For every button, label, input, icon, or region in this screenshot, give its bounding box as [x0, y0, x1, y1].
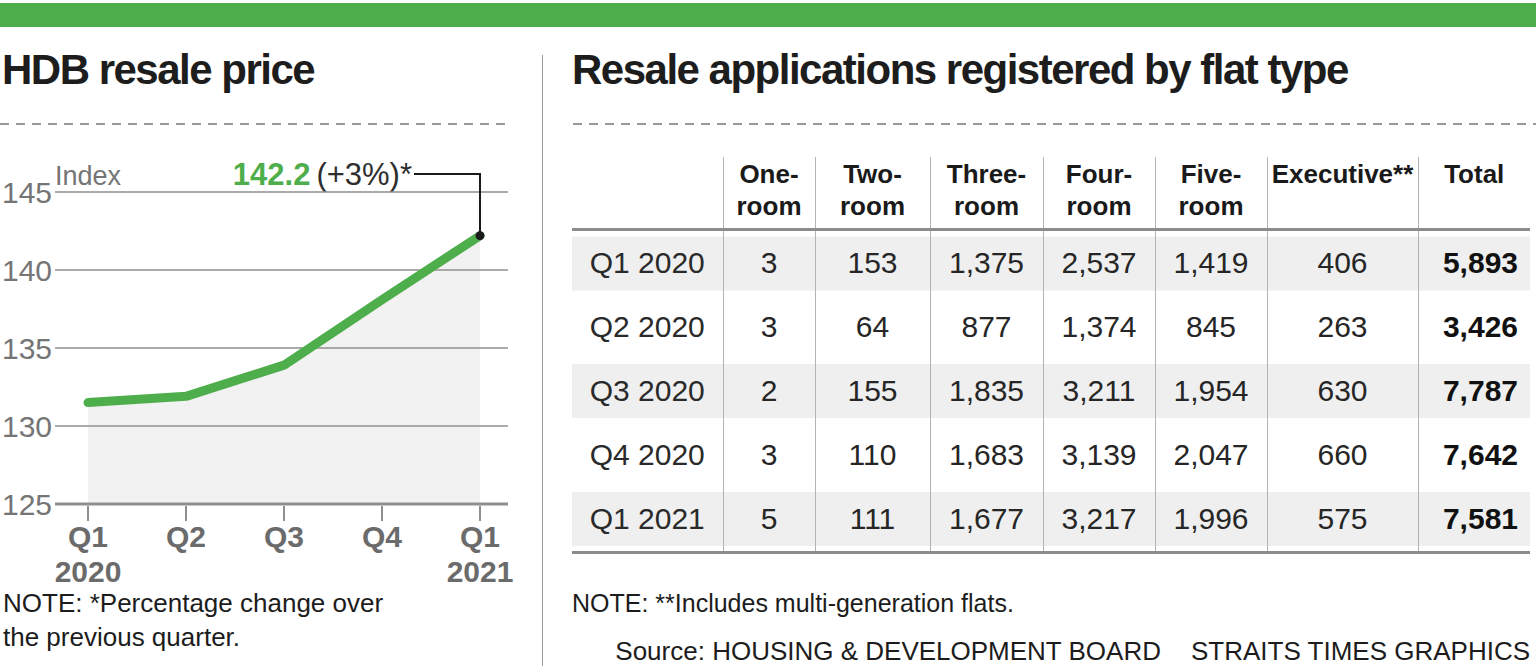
top-accent-bar	[0, 3, 1536, 27]
resale-price-line-chart: 145140135130125Q12020Q2Q3Q4Q12021	[0, 155, 540, 595]
annotation-dot	[476, 231, 485, 240]
cell-two-room: 64	[815, 295, 930, 359]
annotation-connector	[414, 174, 480, 236]
x-tick-label: Q4	[362, 520, 402, 553]
right-panel-note: NOTE: **Includes multi-generation flats.	[572, 589, 1014, 618]
cell-executive: 660	[1267, 423, 1418, 487]
right-panel-title: Resale applications registered by flat t…	[572, 46, 1348, 94]
cell-four-room: 1,374	[1043, 295, 1155, 359]
x-tick-label: 2020	[55, 555, 122, 588]
cell-one-room: 3	[723, 423, 815, 487]
y-tick-label: 130	[2, 410, 52, 443]
cell-total: 3,426	[1418, 295, 1530, 359]
col-header-executive: Executive**	[1267, 157, 1418, 230]
cell-one-room: 2	[723, 359, 815, 423]
cell-five-room: 1,954	[1155, 359, 1267, 423]
cell-three-room: 877	[930, 295, 1043, 359]
row-label: Q1 2020	[572, 230, 723, 296]
cell-four-room: 3,211	[1043, 359, 1155, 423]
dashed-rule-right	[573, 123, 1536, 125]
cell-four-room: 3,139	[1043, 423, 1155, 487]
cell-two-room: 155	[815, 359, 930, 423]
cell-three-room: 1,683	[930, 423, 1043, 487]
col-header-five-room: Five- room	[1155, 157, 1267, 230]
table-row: Q4 2020 3 110 1,683 3,139 2,047 660 7,64…	[572, 423, 1530, 487]
cell-one-room: 3	[723, 230, 815, 296]
col-header-total: Total	[1418, 157, 1530, 230]
cell-five-room: 1,996	[1155, 487, 1267, 553]
table-row: Q1 2020 3 153 1,375 2,537 1,419 406 5,89…	[572, 230, 1530, 296]
row-label: Q2 2020	[572, 295, 723, 359]
cell-executive: 575	[1267, 487, 1418, 553]
source-label: Source: HOUSING & DEVELOPMENT BOARD	[615, 636, 1161, 666]
resale-applications-table: One- room Two- room Three- room Four- ro…	[572, 157, 1530, 554]
x-tick-label: Q3	[264, 520, 304, 553]
cell-five-room: 845	[1155, 295, 1267, 359]
row-label: Q4 2020	[572, 423, 723, 487]
source-credit-row: Source: HOUSING & DEVELOPMENT BOARD STRA…	[615, 636, 1530, 666]
cell-executive: 630	[1267, 359, 1418, 423]
cell-five-room: 2,047	[1155, 423, 1267, 487]
x-tick-label: Q2	[166, 520, 206, 553]
table-row: Q3 2020 2 155 1,835 3,211 1,954 630 7,78…	[572, 359, 1530, 423]
col-header-one-room: One- room	[723, 157, 815, 230]
y-tick-label: 145	[2, 176, 52, 209]
table-header-row: One- room Two- room Three- room Four- ro…	[572, 157, 1530, 230]
col-header-two-room: Two- room	[815, 157, 930, 230]
table-row: Q1 2021 5 111 1,677 3,217 1,996 575 7,58…	[572, 487, 1530, 553]
row-label: Q1 2021	[572, 487, 723, 553]
cell-two-room: 111	[815, 487, 930, 553]
row-label: Q3 2020	[572, 359, 723, 423]
x-tick-label: Q1	[68, 520, 108, 553]
y-tick-label: 140	[2, 254, 52, 287]
cell-executive: 263	[1267, 295, 1418, 359]
col-header-three-room: Three- room	[930, 157, 1043, 230]
panel-divider	[542, 55, 543, 666]
col-header-quarter	[572, 157, 723, 230]
cell-one-room: 3	[723, 295, 815, 359]
left-panel-title: HDB resale price	[2, 46, 314, 94]
y-tick-label: 125	[2, 488, 52, 521]
left-panel-note: NOTE: *Percentage change over the previo…	[3, 586, 383, 654]
x-tick-label: Q1	[460, 520, 500, 553]
cell-total: 5,893	[1418, 230, 1530, 296]
table-row: Q2 2020 3 64 877 1,374 845 263 3,426	[572, 295, 1530, 359]
cell-five-room: 1,419	[1155, 230, 1267, 296]
cell-one-room: 5	[723, 487, 815, 553]
y-tick-label: 135	[2, 332, 52, 365]
cell-two-room: 153	[815, 230, 930, 296]
hdb-resale-infographic: HDB resale price Index 142.2(+3%)* 14514…	[0, 0, 1536, 666]
cell-three-room: 1,835	[930, 359, 1043, 423]
cell-four-room: 2,537	[1043, 230, 1155, 296]
cell-total: 7,581	[1418, 487, 1530, 553]
cell-four-room: 3,217	[1043, 487, 1155, 553]
dashed-rule-left	[0, 123, 506, 125]
cell-three-room: 1,375	[930, 230, 1043, 296]
cell-executive: 406	[1267, 230, 1418, 296]
cell-total: 7,787	[1418, 359, 1530, 423]
cell-total: 7,642	[1418, 423, 1530, 487]
col-header-four-room: Four- room	[1043, 157, 1155, 230]
cell-two-room: 110	[815, 423, 930, 487]
cell-three-room: 1,677	[930, 487, 1043, 553]
credit-label: STRAITS TIMES GRAPHICS	[1191, 636, 1530, 666]
x-tick-label: 2021	[447, 555, 514, 588]
